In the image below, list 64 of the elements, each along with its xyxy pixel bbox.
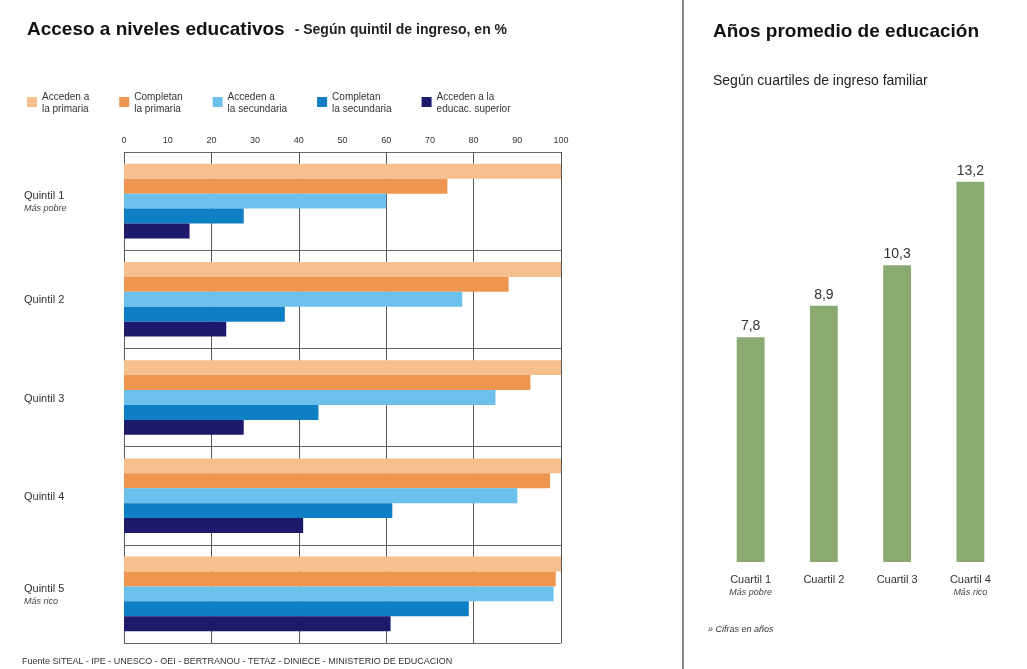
- y-tick-label: Quintil 2: [24, 293, 65, 306]
- x-tick-label: 30: [250, 134, 261, 145]
- bar: [124, 261, 561, 277]
- bar: [124, 208, 244, 224]
- x-tick-label: 90: [512, 134, 523, 145]
- bar: [124, 193, 387, 209]
- x-tick-label: 20: [206, 134, 217, 145]
- bar: [124, 518, 304, 534]
- bar: [736, 337, 765, 562]
- bar: [124, 571, 556, 587]
- source-note: Fuente SITEAL - IPE - UNESCO - OEI - BERTRANOU - TETAZ - DINIECE - MINISTERIO DE EDUCACION: [22, 655, 453, 666]
- bar: [124, 321, 227, 337]
- bar: [124, 223, 190, 239]
- bar: [124, 360, 561, 376]
- bar: [124, 163, 561, 179]
- bar: [956, 181, 985, 562]
- bar: [124, 601, 469, 617]
- x-tick-label: 50: [337, 134, 348, 145]
- chart-title: Acceso a niveles educativos: [27, 18, 285, 39]
- bar: [124, 375, 531, 391]
- x-tick-label: 80: [468, 134, 479, 145]
- x-tick-label: 70: [424, 134, 435, 145]
- bar: [124, 404, 319, 420]
- bar: [124, 291, 463, 307]
- y-tick-label: Quintil 3: [24, 391, 65, 404]
- x-tick-label: Cuartil 1 Más pobre: [729, 573, 772, 597]
- legend-label: Completan la primaria: [134, 90, 183, 114]
- x-tick-label: 40: [293, 134, 304, 145]
- legend-label: Completan la secundaria: [332, 90, 393, 114]
- y-tick-label: Quintil 1 Más pobre: [24, 189, 67, 214]
- bar: [124, 390, 496, 405]
- x-tick-label: Cuartil 2: [803, 573, 845, 585]
- data-label: 7,8: [740, 317, 761, 334]
- chart-subtitle: - Según quintil de ingreso, en %: [294, 20, 508, 37]
- bar: [124, 488, 518, 504]
- bar: [124, 503, 393, 519]
- bar: [124, 556, 561, 572]
- x-tick-label: 10: [162, 134, 173, 145]
- chart-subtitle: Según cuartiles de ingreso familiar: [713, 72, 929, 88]
- chart-title: Años promedio de educación: [713, 20, 980, 41]
- legend-label: Acceden a la primaria: [42, 90, 90, 114]
- bar: [124, 458, 561, 474]
- bar: [124, 419, 244, 435]
- text: » Cifras en años: [708, 623, 775, 634]
- legend-label: Acceden a la secundaria: [227, 90, 288, 114]
- bar: [883, 265, 912, 562]
- bar: [124, 616, 391, 632]
- bar: [124, 306, 285, 322]
- bar: [124, 276, 509, 292]
- x-tick-label: Cuartil 4 Más rico: [949, 573, 991, 597]
- data-label: 10,3: [883, 245, 911, 262]
- bar: [124, 586, 554, 602]
- y-tick-label: Quintil 5 Más rico: [24, 581, 65, 606]
- x-tick-label: Cuartil 3: [876, 573, 918, 585]
- bar: [809, 305, 838, 562]
- data-label: 13,2: [956, 161, 985, 178]
- legend-label: Acceden a la educac. superior: [436, 90, 512, 114]
- bar: [124, 473, 551, 489]
- data-label: 8,9: [814, 285, 834, 302]
- bar: [124, 178, 448, 194]
- x-tick-label: 60: [381, 134, 392, 145]
- y-tick-label: Quintil 4: [24, 489, 65, 502]
- x-tick-label: 0: [121, 134, 127, 145]
- x-tick-label: 100: [553, 134, 569, 145]
